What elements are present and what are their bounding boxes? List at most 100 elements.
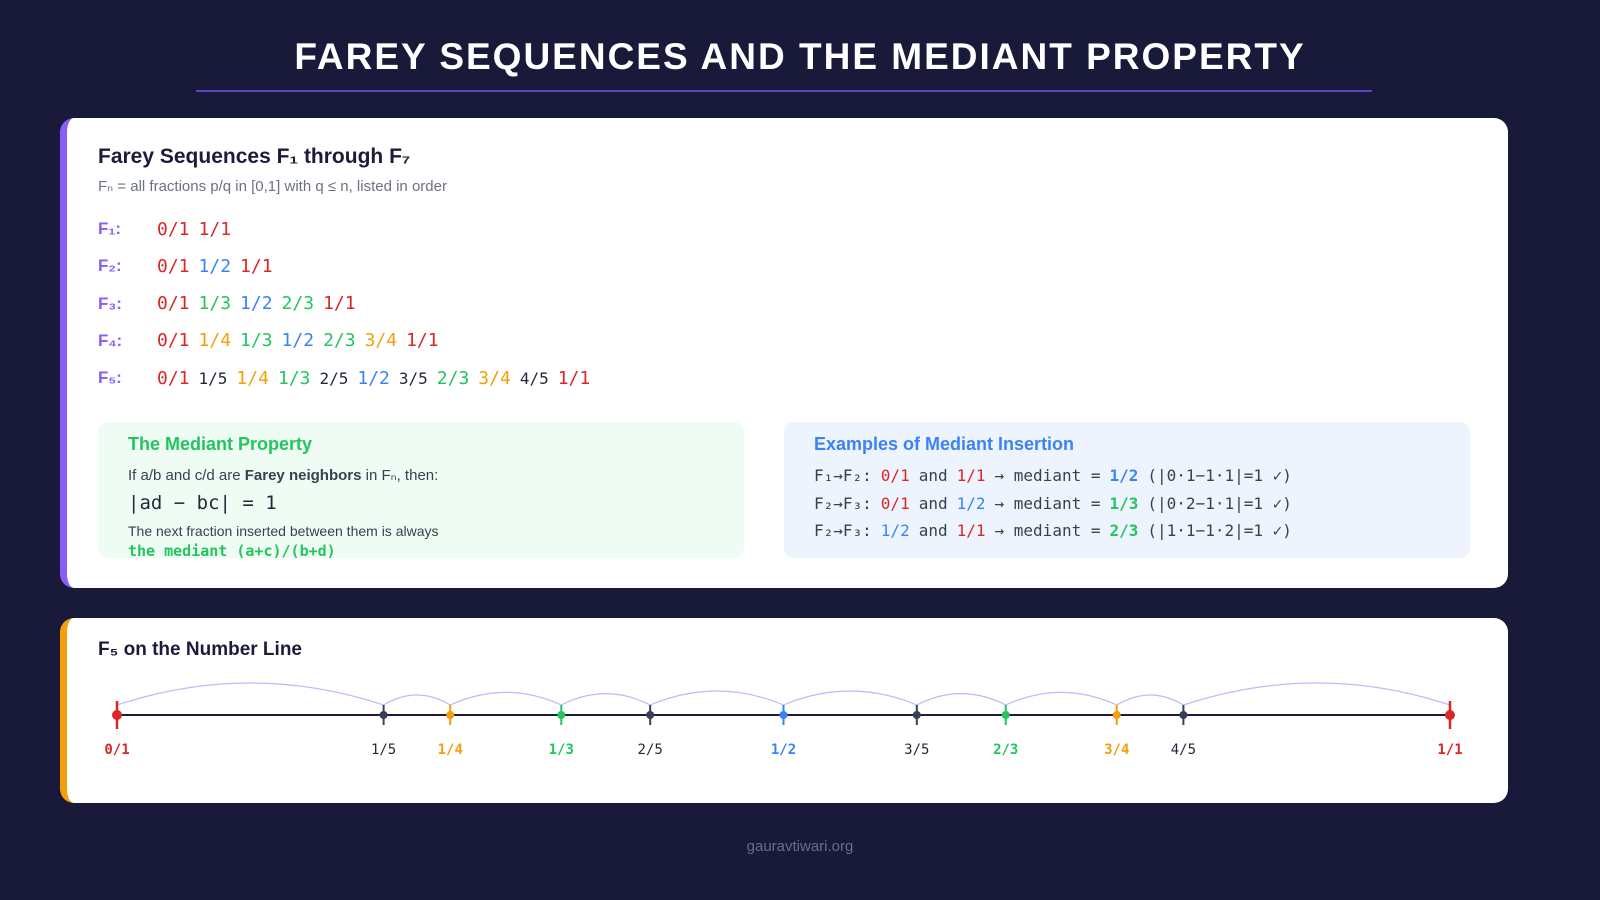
fraction: 2/3 — [281, 293, 315, 315]
point — [1112, 711, 1121, 719]
fraction: 0/1 — [157, 367, 190, 389]
neighbor-arc — [916, 693, 1006, 706]
example-row: F₂→F₃: 1/2 and 1/1 → mediant = 2/3 (|1·1−1·2|=… — [814, 521, 1292, 540]
mediant-box — [98, 422, 744, 558]
mediant-intro: If a/b and c/d are Farey neighbors in Fₙ… — [128, 466, 438, 484]
sequence-row: F₃: 0/1 1/3 1/2 2/3 1/1 — [98, 292, 365, 316]
sequence-row: F₁: 0/1 1/1 — [98, 217, 240, 241]
fraction: 1/5 — [198, 368, 228, 388]
title-rule — [196, 90, 1372, 92]
fraction: 0/1 — [157, 218, 190, 240]
point — [912, 711, 921, 719]
example-part: (|0·1−1·1|=1 ✓) — [1147, 466, 1292, 485]
fraction: 1/4 — [236, 367, 269, 389]
point — [1445, 710, 1455, 720]
example-part: F₂→F₃: — [814, 493, 872, 513]
fraction: 3/5 — [398, 368, 428, 388]
fraction: 0/1 — [157, 293, 190, 315]
fraction: 3/4 — [364, 330, 398, 352]
intro-part: Farey neighbors — [244, 467, 362, 484]
example-part: (|1·1−1·2|=1 ✓) — [1147, 521, 1292, 540]
row-label: F₁: — [98, 219, 122, 238]
neighbor-arc — [116, 682, 384, 706]
example-row: F₁→F₂: 0/1 and 1/1 → mediant = 1/2 (|0·1−1·1|=… — [814, 466, 1292, 485]
fraction: 1/1 — [406, 330, 439, 352]
card-title: Farey Sequences F₁ through F₇ — [98, 145, 411, 168]
fraction: 1/3 — [198, 293, 232, 315]
fraction: 4/5 — [519, 368, 549, 388]
example-part: F₂→F₃: — [814, 521, 872, 540]
row-label: F₃: — [98, 293, 122, 313]
point — [112, 710, 122, 720]
point-label: 1/3 — [549, 742, 574, 758]
example-part: 1/2 — [1109, 466, 1139, 485]
fraction: 1/3 — [240, 330, 273, 352]
fraction: 1/2 — [357, 367, 390, 389]
fraction: 1/2 — [198, 255, 232, 277]
neighbor-arc — [1183, 682, 1451, 706]
neighbor-arc — [383, 694, 451, 706]
point — [779, 711, 788, 719]
intro-part: If a/b and c/d are — [128, 467, 245, 484]
example-part: → mediant = — [994, 521, 1101, 540]
mediant-formula: |ad − bc| = 1 — [128, 492, 277, 514]
neighbor-arc — [783, 690, 918, 706]
fraction: 3/4 — [478, 367, 511, 389]
example-part: 1/1 — [956, 466, 986, 485]
point — [1001, 711, 1010, 719]
point — [446, 711, 455, 719]
example-part: and — [918, 521, 948, 540]
neighbor-arc — [1116, 694, 1184, 706]
point-label: 3/5 — [904, 742, 929, 758]
fraction: 1/3 — [277, 367, 311, 389]
mediant-note: The next fraction inserted between them … — [128, 523, 439, 539]
card-subtitle: Fₙ = all fractions p/q in [0,1] with q ≤… — [98, 178, 447, 195]
fraction: 2/3 — [436, 367, 470, 389]
mediant-title: The Mediant Property — [128, 434, 313, 454]
example-part: → mediant = — [994, 466, 1101, 485]
number-line-title: F₅ on the Number Line — [98, 639, 302, 660]
example-part: F₁→F₂: — [814, 466, 872, 485]
point-label: 1/4 — [438, 742, 463, 758]
example-part: 2/3 — [1109, 521, 1139, 540]
mediant-highlight: the mediant (a+c)/(b+d) — [128, 542, 336, 560]
number-line: 0/1 1/5 1/4 1/3 2/5 1/2 3/5 2/3 3/4 4/5 1/1 — [104, 682, 1463, 758]
fraction: 2/3 — [323, 330, 356, 352]
neighbor-arc — [561, 693, 651, 706]
examples-box — [784, 422, 1470, 558]
example-part: 1/3 — [1109, 493, 1139, 513]
fraction: 1/1 — [240, 255, 273, 277]
point-label: 4/5 — [1171, 742, 1196, 758]
fraction: 1/1 — [557, 367, 591, 389]
example-row: F₂→F₃: 0/1 and 1/2 → mediant = 1/3 (|0·2−1·1|=… — [814, 494, 1292, 513]
fraction: 1/4 — [198, 330, 232, 352]
sequence-row: F₅: 0/1 1/5 1/4 1/3 2/5 1/2 3/5 2/3 3/4 4/5 1/1 — [98, 366, 599, 390]
example-part: and — [918, 493, 948, 513]
number-line-card: 0/1 1/5 1/4 1/3 2/5 1/2 3/5 2/3 3/4 4/5 1/1 — [60, 618, 1508, 803]
point — [646, 711, 655, 719]
point-label: 3/4 — [1104, 742, 1129, 758]
fraction: 1/2 — [240, 293, 273, 315]
fraction: 1/1 — [323, 293, 356, 315]
point — [1179, 711, 1188, 719]
example-part: and — [918, 466, 948, 485]
neighbor-arc — [450, 691, 562, 706]
example-part: 1/1 — [956, 521, 986, 540]
example-part: (|0·2−1·1|=1 ✓) — [1147, 493, 1292, 513]
point-label: 1/1 — [1437, 742, 1462, 758]
page-title: FAREY SEQUENCES AND THE MEDIANT PROPERTY — [294, 36, 1306, 77]
fraction: 2/5 — [319, 368, 349, 388]
neighbor-arc — [649, 690, 784, 706]
point-label: 2/3 — [993, 742, 1018, 758]
example-part: 0/1 — [880, 493, 910, 513]
examples-title: Examples of Mediant Insertion — [814, 434, 1075, 454]
row-label: F₄: — [98, 330, 123, 350]
point-label: 1/5 — [371, 742, 396, 758]
row-label: F₂: — [98, 256, 122, 276]
example-part: → mediant = — [994, 493, 1101, 513]
neighbor-arc — [1005, 691, 1117, 706]
fraction: 1/2 — [281, 330, 315, 352]
row-label: F₅: — [98, 368, 122, 388]
point-label: 2/5 — [638, 742, 663, 758]
